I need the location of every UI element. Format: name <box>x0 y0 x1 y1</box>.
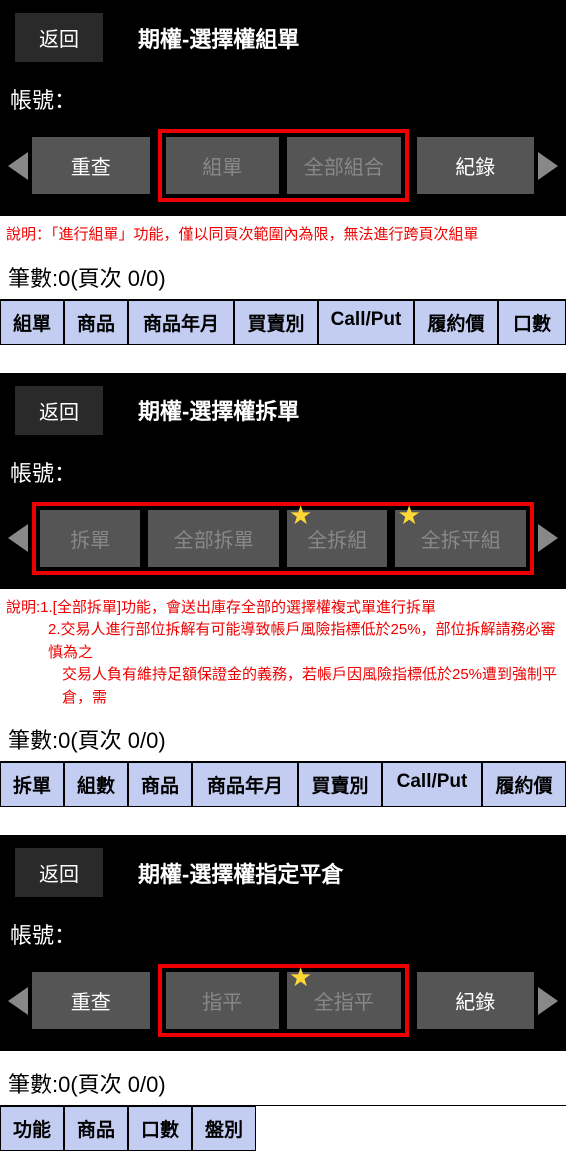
back-button[interactable]: 返回 <box>15 848 103 897</box>
page-title: 期權-選擇權拆單 <box>118 394 566 426</box>
section-assign: 返回 期權-選擇權指定平倉 帳號： 重查 指平 ★全指平 紀錄 <box>0 835 566 1051</box>
split-button[interactable]: 拆單 <box>40 510 140 567</box>
prev-arrow-icon[interactable] <box>8 524 28 552</box>
th: 商品 <box>64 300 128 345</box>
page-title: 期權-選擇權指定平倉 <box>118 857 566 889</box>
th: 盤別 <box>192 1106 256 1151</box>
record-button[interactable]: 紀錄 <box>417 137 535 194</box>
th: 口數 <box>128 1106 192 1151</box>
all-split-group-button[interactable]: ★全拆組 <box>287 510 387 567</box>
th: 買賣別 <box>298 762 382 807</box>
section-group: 返回 期權-選擇權組單 帳號： 重查 組單 全部組合 紀錄 <box>0 0 566 216</box>
th: 履約價 <box>482 762 566 807</box>
count-label: 筆數:0(頁次 0/0) <box>0 717 566 761</box>
th: 商品年月 <box>192 762 298 807</box>
th: 功能 <box>0 1106 64 1151</box>
all-group-button[interactable]: 全部組合 <box>287 137 401 194</box>
group-button[interactable]: 組單 <box>166 137 280 194</box>
count-label: 筆數:0(頁次 0/0) <box>0 1061 566 1105</box>
star-icon: ★ <box>289 500 312 531</box>
note-text: 說明:1.[全部拆單]功能，會送出庫存全部的選擇權複式單進行拆單 2.交易人進行… <box>0 589 566 718</box>
th: 履約價 <box>414 300 498 345</box>
all-assign-button[interactable]: ★全指平 <box>287 972 401 1029</box>
table-header: 功能 商品 口數 盤別 <box>0 1105 566 1151</box>
th: 商品 <box>64 1106 128 1151</box>
th: 商品 <box>128 762 192 807</box>
table-header: 拆單 組數 商品 商品年月 買賣別 Call/Put 履約價 <box>0 761 566 807</box>
all-split-flat-button[interactable]: ★全拆平組 <box>395 510 526 567</box>
th: 組數 <box>64 762 128 807</box>
account-label: 帳號： <box>0 75 566 123</box>
th: Call/Put <box>318 300 414 345</box>
th: 拆單 <box>0 762 64 807</box>
header: 返回 期權-選擇權組單 <box>0 0 566 75</box>
recheck-button[interactable]: 重查 <box>32 972 150 1029</box>
account-label: 帳號： <box>0 910 566 958</box>
highlight-box: 組單 全部組合 <box>158 129 409 202</box>
button-row: 拆單 全部拆單 ★全拆組 ★全拆平組 <box>0 496 566 589</box>
header: 返回 期權-選擇權拆單 <box>0 373 566 448</box>
header: 返回 期權-選擇權指定平倉 <box>0 835 566 910</box>
all-split-button[interactable]: 全部拆單 <box>148 510 279 567</box>
assign-button[interactable]: 指平 <box>166 972 280 1029</box>
section-split: 返回 期權-選擇權拆單 帳號： 拆單 全部拆單 ★全拆組 ★全拆平組 <box>0 373 566 589</box>
star-icon: ★ <box>289 962 312 993</box>
th: Call/Put <box>382 762 482 807</box>
next-arrow-icon[interactable] <box>538 524 558 552</box>
star-icon: ★ <box>397 500 420 531</box>
recheck-button[interactable]: 重查 <box>32 137 150 194</box>
highlight-box: 指平 ★全指平 <box>158 964 409 1037</box>
table-header: 組單 商品 商品年月 買賣別 Call/Put 履約價 口數 <box>0 299 566 345</box>
button-row: 重查 指平 ★全指平 紀錄 <box>0 958 566 1051</box>
note-text: 說明：「進行組單」功能，僅以同頁次範圍內為限，無法進行跨頁次組單 <box>0 216 566 255</box>
count-label: 筆數:0(頁次 0/0) <box>0 255 566 299</box>
back-button[interactable]: 返回 <box>15 386 103 435</box>
th: 商品年月 <box>128 300 234 345</box>
th: 買賣別 <box>234 300 318 345</box>
highlight-box: 拆單 全部拆單 ★全拆組 ★全拆平組 <box>32 502 534 575</box>
back-button[interactable]: 返回 <box>15 13 103 62</box>
prev-arrow-icon[interactable] <box>8 152 28 180</box>
th: 組單 <box>0 300 64 345</box>
page-title: 期權-選擇權組單 <box>118 22 566 54</box>
th: 口數 <box>498 300 566 345</box>
record-button[interactable]: 紀錄 <box>417 972 535 1029</box>
button-row: 重查 組單 全部組合 紀錄 <box>0 123 566 216</box>
next-arrow-icon[interactable] <box>538 152 558 180</box>
prev-arrow-icon[interactable] <box>8 987 28 1015</box>
next-arrow-icon[interactable] <box>538 987 558 1015</box>
account-label: 帳號： <box>0 448 566 496</box>
